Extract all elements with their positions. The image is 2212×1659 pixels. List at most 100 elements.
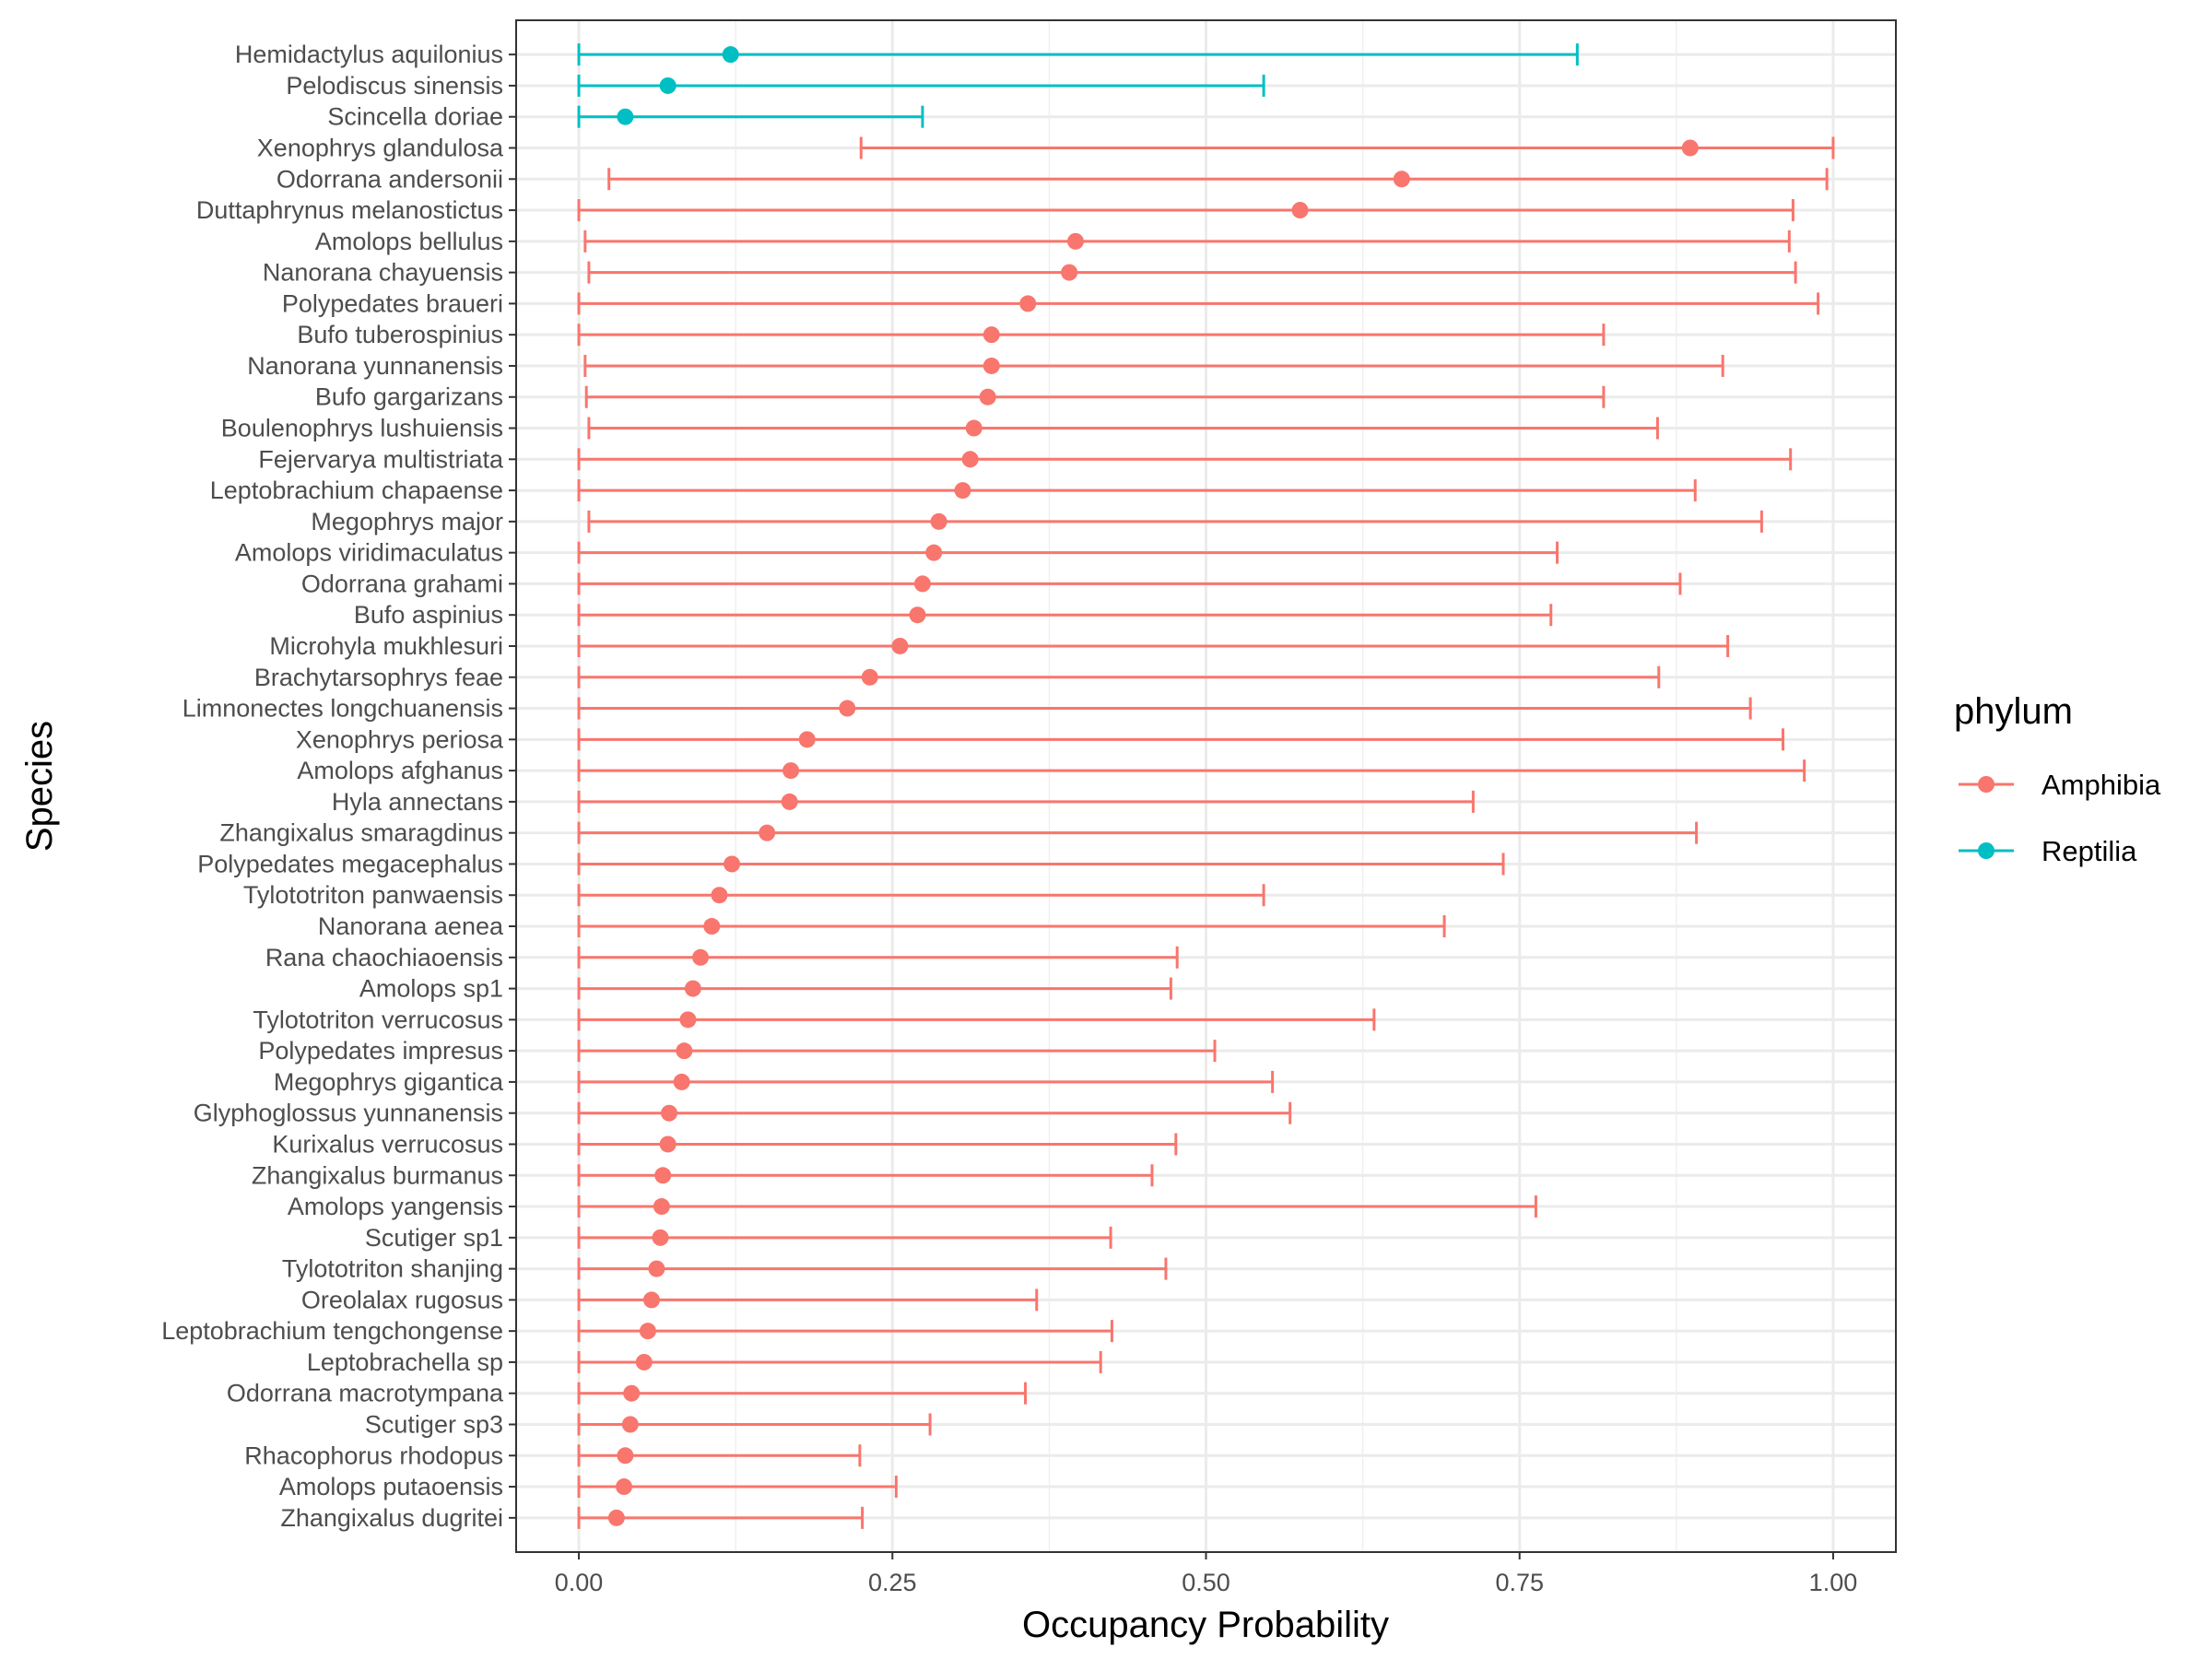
y-tick-label: Tylototriton verrucosus — [253, 1006, 503, 1033]
y-tick-label: Nanorana yunnanensis — [247, 352, 503, 380]
y-tick-label: Zhangixalus dugritei — [280, 1504, 503, 1532]
legend-entry: Reptilia — [1959, 835, 2137, 867]
y-tick-label: Rana chaochiaoensis — [265, 944, 503, 971]
mean-point — [661, 1104, 678, 1122]
y-tick-label: Hemidactylus aquilonius — [235, 41, 503, 68]
mean-point — [759, 824, 776, 841]
errorbar — [587, 261, 1797, 284]
errorbar — [584, 385, 1606, 408]
y-tick-label: Glyphoglossus yunnanensis — [194, 1100, 503, 1127]
errorbar — [577, 43, 1579, 66]
x-axis: 0.00 0.25 0.50 0.75 1.00 — [555, 1552, 1857, 1596]
y-tick-label: Microhyla mukhlesuri — [269, 632, 503, 660]
y-tick-label: Tylototriton shanjing — [282, 1255, 503, 1283]
y-tick-label: Polypedates impresus — [258, 1037, 503, 1065]
y-tick-label: Boulenophrys lushuiensis — [221, 415, 503, 442]
mean-point — [659, 76, 677, 94]
y-tick-label: Rhacophorus rhodopus — [244, 1441, 503, 1469]
y-tick-label: Amolops yangensis — [288, 1193, 503, 1220]
errorbar — [577, 790, 1475, 813]
y-tick-label: Scutiger sp1 — [365, 1224, 503, 1252]
errorbar — [607, 168, 1829, 191]
mean-point — [1393, 171, 1410, 188]
errorbar — [577, 697, 1752, 720]
mean-point — [961, 451, 979, 468]
mean-point — [782, 762, 800, 780]
y-tick-label: Limnonectes longchuanensis — [182, 695, 503, 723]
mean-point — [913, 575, 931, 593]
y-tick-label: Bufo gargarizans — [315, 383, 503, 411]
mean-point — [925, 544, 943, 561]
errorbar — [577, 479, 1697, 502]
mean-point — [673, 1073, 690, 1090]
errorbar — [577, 1101, 1292, 1124]
legend-label: Amphibia — [2041, 769, 2161, 801]
errorbar — [577, 915, 1446, 938]
errorbar — [577, 1350, 1102, 1373]
errorbar — [577, 572, 1682, 595]
y-tick-label: Amolops sp1 — [359, 975, 503, 1003]
mean-point — [965, 419, 982, 437]
mean-point — [652, 1229, 669, 1246]
errorbar — [577, 946, 1179, 969]
mean-point — [623, 1384, 641, 1402]
legend-label: Reptilia — [2041, 835, 2137, 867]
y-tick-label: Bufo tuberospinius — [297, 321, 503, 348]
mean-point — [653, 1198, 670, 1216]
y-tick-label: Megophrys major — [311, 508, 503, 535]
errorbar — [577, 1133, 1178, 1156]
y-tick-label: Leptobrachium tengchongense — [161, 1317, 503, 1345]
x-tick-label: 1.00 — [1809, 1569, 1858, 1596]
y-tick-label: Odorrana macrotympana — [227, 1380, 504, 1407]
errorbar — [577, 1008, 1376, 1031]
mean-point — [692, 948, 710, 966]
y-tick-label: Scutiger sp3 — [365, 1411, 503, 1439]
errorbar — [583, 354, 1724, 377]
mean-point — [1681, 139, 1699, 157]
mean-point — [621, 1416, 639, 1433]
y-tick-label: Duttaphrynus melanostictus — [196, 196, 503, 224]
y-tick-label: Odorrana grahami — [301, 570, 503, 597]
mean-point — [703, 918, 721, 935]
errorbar — [577, 884, 1265, 907]
errorbar — [577, 1195, 1537, 1218]
y-tick-label: Megophrys gigantica — [274, 1068, 504, 1096]
y-tick-label: Xenophrys glandulosa — [257, 135, 504, 162]
mean-point — [930, 512, 947, 530]
y-tick-label: Hyla annectans — [332, 788, 503, 816]
mean-point — [679, 1011, 697, 1029]
mean-point — [1061, 264, 1078, 281]
mean-point — [635, 1353, 653, 1371]
y-axis: Hemidactylus aquilonius Pelodiscus sinens… — [161, 41, 516, 1532]
mean-point — [648, 1260, 665, 1277]
mean-point — [1066, 232, 1084, 250]
mean-point — [684, 980, 701, 997]
mean-point — [979, 388, 996, 406]
mean-point — [676, 1042, 693, 1060]
legend-key-point — [1978, 776, 1994, 793]
legend-entry: Amphibia — [1959, 769, 2161, 801]
mean-point — [1019, 295, 1037, 312]
mean-point — [639, 1323, 656, 1340]
errorbar — [577, 541, 1559, 564]
mean-point — [891, 637, 909, 654]
x-tick-label: 0.75 — [1495, 1569, 1544, 1596]
errorbar — [577, 105, 924, 128]
y-tick-label: Xenophrys periosa — [296, 725, 504, 753]
mean-point — [642, 1291, 660, 1309]
mean-point — [617, 1447, 634, 1465]
y-tick-label: Amolops viridimaculatus — [235, 539, 503, 567]
errorbar — [577, 292, 1820, 315]
mean-point — [659, 1135, 677, 1153]
y-tick-label: Leptobrachella sp — [307, 1348, 503, 1376]
errorbar — [577, 199, 1794, 222]
mean-point — [617, 108, 634, 125]
mean-point — [616, 1478, 633, 1496]
errorbar — [577, 1164, 1154, 1187]
errorbar — [577, 665, 1661, 688]
mean-point — [909, 606, 926, 624]
legend-title: phylum — [1954, 691, 2073, 732]
errorbar — [577, 1382, 1028, 1405]
error-bars — [577, 43, 1835, 1529]
